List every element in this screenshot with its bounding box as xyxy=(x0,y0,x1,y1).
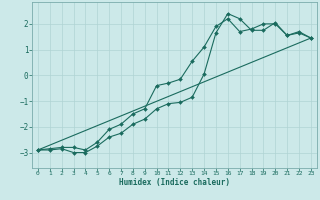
X-axis label: Humidex (Indice chaleur): Humidex (Indice chaleur) xyxy=(119,178,230,187)
